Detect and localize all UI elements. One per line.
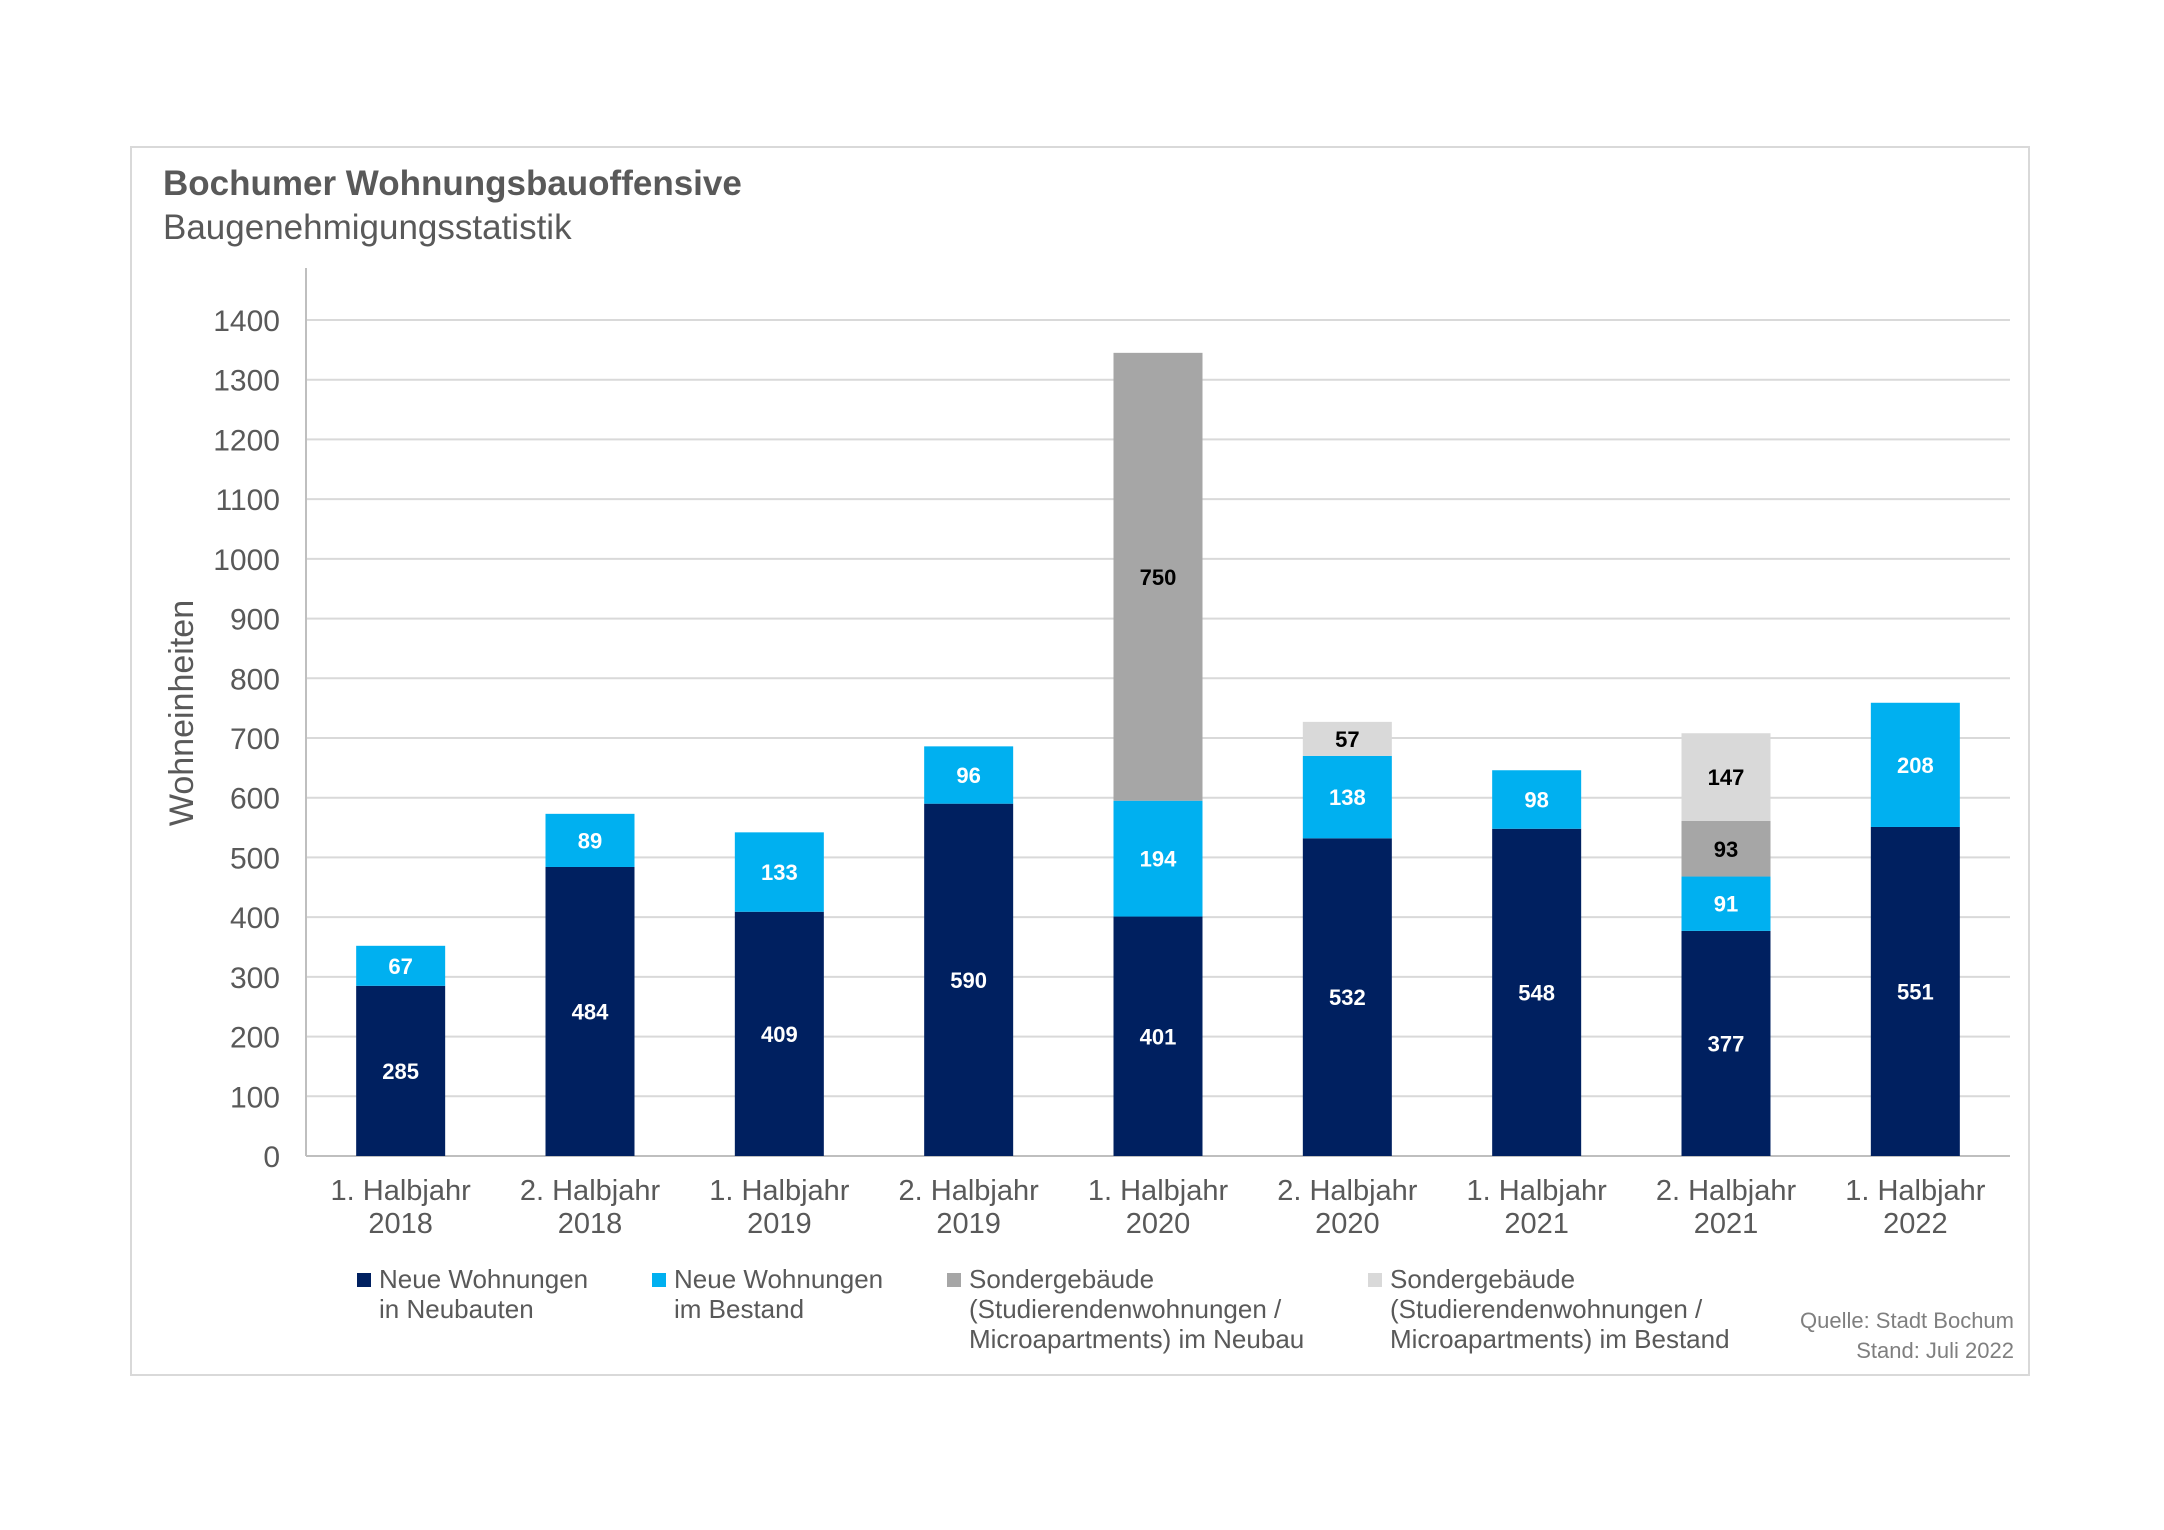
data-label: 590 [950, 968, 987, 993]
x-tick-label: 1. Halbjahr 2019 [709, 1175, 850, 1240]
x-tick-label: 1. Halbjahr 2021 [1467, 1175, 1608, 1240]
x-tick-label: 1. Halbjahr 2018 [331, 1175, 472, 1240]
x-tick-label: 2. Halbjahr 2018 [520, 1175, 661, 1240]
y-tick-label: 600 [230, 783, 280, 816]
legend-item: Sondergebäude (Studierendenwohnungen / M… [1368, 1264, 1730, 1354]
legend-label: Sondergebäude (Studierendenwohnungen / M… [1390, 1264, 1730, 1354]
y-tick-label: 1400 [213, 305, 280, 338]
data-label: 93 [1714, 837, 1738, 862]
legend-swatch [357, 1273, 371, 1287]
bar-segment [356, 985, 446, 1156]
data-label: 194 [1140, 847, 1177, 872]
bar-segment [1681, 876, 1771, 931]
data-label: 484 [572, 999, 609, 1024]
date-text: Stand: Juli 2022 [1856, 1338, 2014, 1363]
y-tick-label: 300 [230, 962, 280, 995]
y-tick-label: 100 [230, 1081, 280, 1114]
bar-segment [356, 945, 446, 986]
data-label: 98 [1524, 788, 1548, 813]
bar-segment [734, 832, 824, 912]
chart-subtitle: Baugenehmigungsstatistik [163, 208, 572, 247]
bar-segment [1681, 733, 1771, 822]
legend-item: Sondergebäude (Studierendenwohnungen / M… [947, 1264, 1304, 1354]
data-label: 67 [388, 954, 412, 979]
data-label: 285 [382, 1059, 419, 1084]
bar-segment [1113, 800, 1203, 917]
legend-swatch [652, 1273, 666, 1287]
bar-segment [1113, 916, 1203, 1156]
x-tick-label: 1. Halbjahr 2020 [1088, 1175, 1229, 1240]
x-tick-label: 2. Halbjahr 2020 [1277, 1175, 1418, 1240]
y-tick-label: 500 [230, 842, 280, 875]
data-label: 750 [1140, 565, 1177, 590]
legend-label: Neue Wohnungen im Bestand [674, 1264, 884, 1324]
y-tick-label: 900 [230, 604, 280, 637]
data-label: 96 [956, 763, 980, 788]
x-tick-label: 1. Halbjahr 2022 [1845, 1175, 1986, 1240]
bar-segment [924, 746, 1014, 804]
y-tick-label: 1200 [213, 424, 280, 457]
data-label: 57 [1335, 727, 1359, 752]
data-label: 208 [1897, 753, 1934, 778]
bar-segment [545, 866, 635, 1156]
y-tick-label: 1300 [213, 365, 280, 398]
bar-segment [1302, 755, 1392, 839]
data-label: 138 [1329, 785, 1366, 810]
bar-segment [1681, 821, 1771, 877]
source-text: Quelle: Stadt Bochum [1799, 1308, 2014, 1333]
y-tick-label: 1100 [215, 484, 280, 517]
data-label: 89 [578, 828, 602, 853]
y-axis-title: Wohneinheiten [163, 600, 201, 826]
data-label: 532 [1329, 985, 1366, 1010]
legend-label: Sondergebäude (Studierendenwohnungen / M… [969, 1264, 1305, 1354]
data-label: 147 [1708, 765, 1745, 790]
bar-segment [1492, 828, 1582, 1156]
data-label: 91 [1714, 892, 1738, 917]
legend-swatch [1368, 1273, 1382, 1287]
y-tick-label: 400 [230, 902, 280, 935]
bar-segment [924, 803, 1014, 1156]
y-tick-label: 700 [230, 723, 280, 756]
bar-segment [545, 813, 635, 867]
source-note: Quelle: Stadt Bochum Stand: Juli 2022 [1800, 1306, 2014, 1366]
y-tick-label: 200 [230, 1022, 280, 1055]
bar-segment [1492, 770, 1582, 829]
x-tick-label: 2. Halbjahr 2021 [1656, 1175, 1797, 1240]
x-tick-label: 2. Halbjahr 2019 [899, 1175, 1040, 1240]
bar-segment [1302, 721, 1392, 756]
chart-title: Bochumer Wohnungsbauoffensive [163, 164, 742, 203]
y-tick-label: 0 [263, 1141, 280, 1174]
data-label: 551 [1897, 979, 1934, 1004]
bar-segment [1113, 352, 1203, 801]
bar-segment [1302, 838, 1392, 1156]
bar-segment [1681, 930, 1771, 1156]
data-label: 133 [761, 860, 798, 885]
data-label: 548 [1518, 980, 1555, 1005]
legend-item: Neue Wohnungen in Neubauten [357, 1264, 588, 1324]
legend-label: Neue Wohnungen in Neubauten [379, 1264, 589, 1324]
bar-segment [1870, 826, 1960, 1156]
bar-segment [734, 911, 824, 1156]
legend-item: Neue Wohnungen im Bestand [652, 1264, 883, 1324]
y-tick-label: 800 [230, 663, 280, 696]
bar-segment [1870, 702, 1960, 827]
data-label: 409 [761, 1022, 798, 1047]
data-label: 401 [1140, 1024, 1177, 1049]
legend-swatch [947, 1273, 961, 1287]
y-tick-label: 1000 [213, 544, 280, 577]
data-label: 377 [1708, 1031, 1745, 1056]
